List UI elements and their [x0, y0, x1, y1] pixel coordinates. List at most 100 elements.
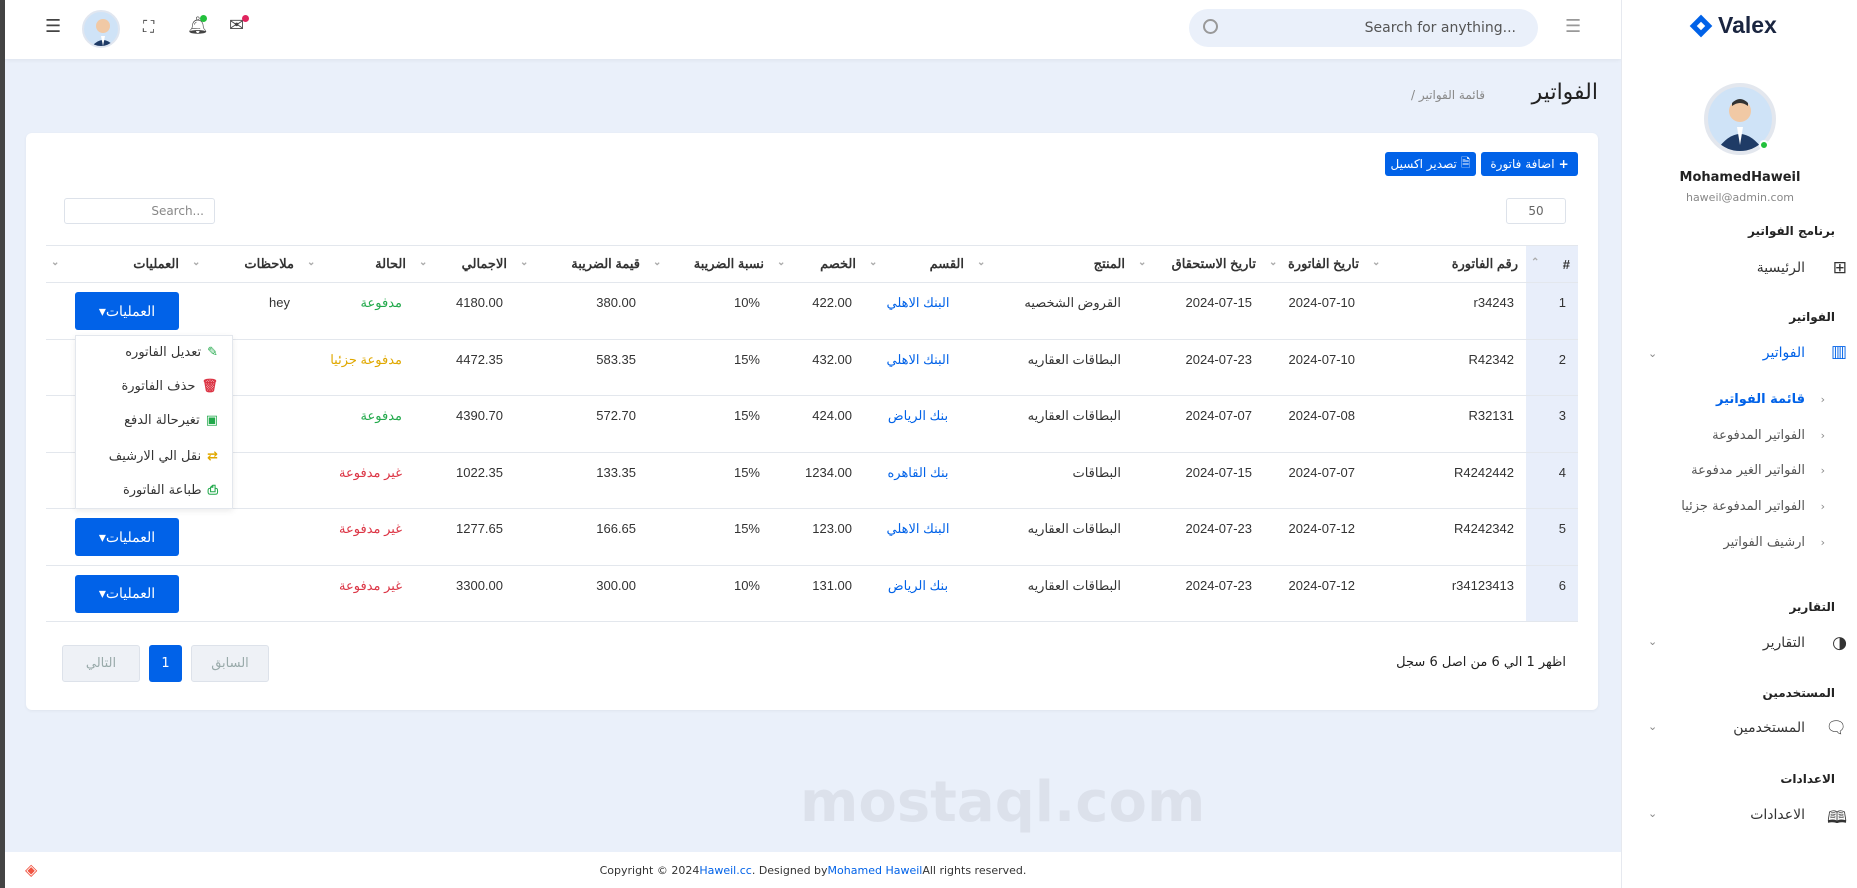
- operations-dropdown-button[interactable]: العمليات▾: [75, 518, 179, 556]
- section-label-invoices: الفواتير: [1789, 310, 1835, 324]
- operations-dropdown-button[interactable]: العمليات▾: [75, 292, 179, 330]
- user-name: MohamedHaweil: [1679, 170, 1801, 185]
- cell-tax: 572.70: [515, 395, 648, 453]
- page-size-select[interactable]: 50: [1506, 198, 1566, 224]
- cell-date: 2024-07-08: [1264, 395, 1367, 453]
- column-header[interactable]: القسم ⌄: [864, 245, 972, 283]
- column-header[interactable]: قيمة الضريبة ⌄: [515, 245, 648, 283]
- cell-notes: [187, 565, 302, 622]
- avatar[interactable]: [82, 10, 120, 48]
- prev-page-button[interactable]: السابق: [191, 645, 269, 682]
- cell-total: 4472.35: [414, 339, 515, 396]
- column-header[interactable]: # ⌃: [1526, 245, 1578, 283]
- top-header: ☰ ⛶ 🔔︎ ✉ Search for anything... ☰: [5, 0, 1621, 59]
- column-header[interactable]: الحالة ⌄: [302, 245, 414, 283]
- cell-product: البطاقات: [972, 452, 1133, 509]
- dropdown-item[interactable]: ✎ تعديل الفاتوره: [125, 345, 218, 360]
- pie-chart-icon: ◑: [1832, 633, 1847, 653]
- chevron-left-icon: ›: [1820, 500, 1825, 513]
- cell-no: r34243: [1367, 282, 1526, 340]
- cell-due: 2024-07-23: [1133, 508, 1264, 566]
- cell-discount: 123.00: [772, 508, 864, 566]
- site-link[interactable]: Haweil.cc: [699, 863, 752, 877]
- online-status-dot: [1759, 140, 1769, 150]
- exchange-icon: ⇄: [207, 449, 218, 464]
- cell-section[interactable]: البنك الاهلي: [864, 282, 972, 340]
- sort-chevron-icon: ⌄: [1138, 257, 1147, 268]
- cell-total: 4180.00: [414, 282, 515, 340]
- dropdown-item[interactable]: ⎙ طباعة الفاتورة: [122, 483, 218, 498]
- profile-avatar[interactable]: [1704, 83, 1776, 155]
- breadcrumb[interactable]: / قائمة الفواتير: [1411, 88, 1485, 102]
- chevron-left-icon: ›: [1820, 464, 1825, 477]
- chevron-down-icon: ⌄: [1648, 635, 1658, 648]
- cell-n: 5: [1526, 508, 1578, 566]
- cell-section[interactable]: بنك الرياض: [864, 395, 972, 453]
- mail-icon[interactable]: ✉: [229, 15, 245, 36]
- search-icon: [1203, 19, 1218, 34]
- column-header[interactable]: تاريخ الفاتورة ⌄: [1264, 245, 1367, 283]
- grid-icon: ⊞: [1832, 258, 1847, 278]
- cell-due: 2024-07-15: [1133, 282, 1264, 340]
- cell-section[interactable]: بنك الرياض: [864, 565, 972, 622]
- column-header[interactable]: المنتج ⌄: [972, 245, 1133, 283]
- cell-discount: 424.00: [772, 395, 864, 453]
- cell-status: مدفوعة: [302, 395, 414, 453]
- column-header[interactable]: العمليات ⌄: [46, 245, 187, 283]
- cell-section[interactable]: البنك الاهلي: [864, 339, 972, 396]
- dropdown-item[interactable]: 🗑︎ حذف الفاتورة: [121, 379, 218, 394]
- cell-operations: العمليات▾: [46, 565, 187, 622]
- add-invoice-button[interactable]: اضافة فاتورة +: [1481, 152, 1578, 176]
- export-excel-button[interactable]: تصدير اكسيل 🗎︎: [1385, 152, 1476, 176]
- trash-icon: 🗑︎: [201, 379, 218, 394]
- sort-chevron-icon: ⌄: [653, 257, 662, 268]
- cell-notes: hey: [187, 282, 302, 340]
- column-header[interactable]: الاجمالي ⌄: [414, 245, 515, 283]
- operations-dropdown-button[interactable]: العمليات▾: [75, 574, 179, 613]
- watermark: mostaql.com: [800, 770, 1206, 835]
- cell-section[interactable]: بنك القاهره: [864, 452, 972, 509]
- cell-n: 1: [1526, 282, 1578, 340]
- cell-total: 4390.70: [414, 395, 515, 453]
- cell-product: البطاقات العقاريه: [972, 565, 1133, 622]
- table-row: 3 R32131 2024-07-08 2024-07-07 البطاقات العق…: [46, 395, 1578, 453]
- cell-total: 3300.00: [414, 565, 515, 622]
- cell-status: غير مدفوعة: [302, 508, 414, 566]
- file-icon: 🗎︎: [1460, 155, 1471, 170]
- sort-chevron-icon: ⌄: [419, 257, 428, 268]
- author-link[interactable]: Mohamed Haweil: [827, 863, 923, 877]
- cell-status: غير مدفوعة: [302, 452, 414, 509]
- chevron-down-icon: ⌄: [1648, 807, 1658, 820]
- cell-n: 4: [1526, 452, 1578, 509]
- sort-up-icon: ⌃: [1531, 257, 1540, 268]
- cell-section[interactable]: البنك الاهلي: [864, 508, 972, 566]
- page-1-button[interactable]: 1: [149, 645, 182, 682]
- table-row: 2 R42342 2024-07-10 2024-07-23 البطاقات العق…: [46, 339, 1578, 396]
- cell-discount: 432.00: [772, 339, 864, 396]
- sort-chevron-icon: ⌄: [51, 257, 60, 268]
- dropdown-item[interactable]: ▣ تغيرحالة الدفع: [124, 413, 218, 428]
- dropdown-item[interactable]: ⇄ نقل الي الارشيف: [108, 449, 218, 464]
- column-header[interactable]: رقم الفاتورة ⌄: [1367, 245, 1526, 283]
- chevron-down-icon: ⌄: [1648, 347, 1658, 360]
- user-email: haweil@admin.com: [1685, 191, 1795, 204]
- sidebar: Valex MohamedHaweil haweil@admin.com برن…: [1621, 0, 1857, 888]
- menu-icon[interactable]: ☰: [45, 16, 62, 37]
- column-header[interactable]: الخصم ⌄: [772, 245, 864, 283]
- cell-no: R32131: [1367, 395, 1526, 453]
- pagination-info: اظهر 1 الي 6 من اصل 6 سجل: [1396, 655, 1566, 670]
- sort-chevron-icon: ⌄: [869, 257, 878, 268]
- fullscreen-icon[interactable]: ⛶: [143, 17, 155, 36]
- hamburger-icon[interactable]: ☰: [1565, 16, 1582, 37]
- column-header[interactable]: نسبة الضريبة ⌄: [648, 245, 772, 283]
- cell-discount: 131.00: [772, 565, 864, 622]
- column-header[interactable]: تاريخ الاستحقاق ⌄: [1133, 245, 1264, 283]
- column-header[interactable]: ملاحظات ⌄: [187, 245, 302, 283]
- next-page-button[interactable]: التالي: [62, 645, 140, 682]
- cell-total: 1022.35: [414, 452, 515, 509]
- cell-no: R4242342: [1367, 508, 1526, 566]
- global-search-input[interactable]: Search for anything...: [1189, 9, 1538, 47]
- table-search-input[interactable]: Search...: [64, 198, 215, 224]
- brand-logo[interactable]: Valex: [1688, 12, 1777, 39]
- cell-tax: 380.00: [515, 282, 648, 340]
